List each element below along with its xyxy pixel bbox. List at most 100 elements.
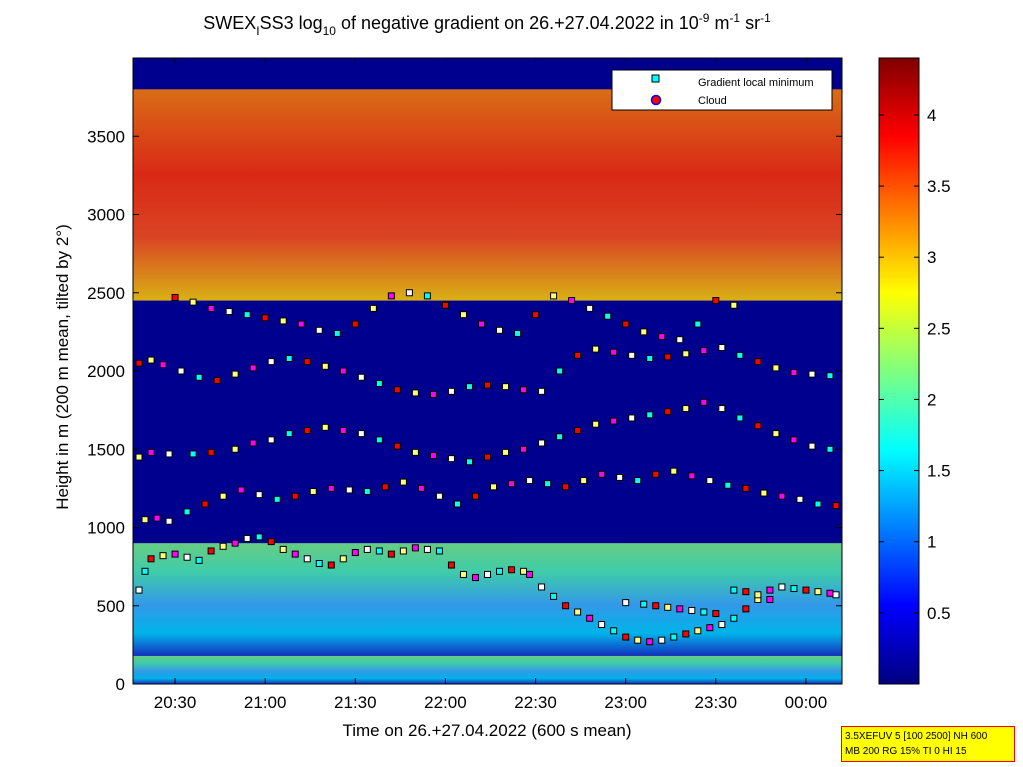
colorbar-tick-label: 3.5 <box>927 177 951 196</box>
gradient-minimum-point <box>664 603 672 611</box>
gradient-minimum-point <box>508 480 516 488</box>
gradient-minimum-point <box>435 492 443 500</box>
gradient-minimum-point <box>700 347 708 355</box>
gradient-minimum-point <box>465 383 473 391</box>
gradient-minimum-point <box>381 483 389 491</box>
gradient-minimum-point <box>471 492 479 500</box>
gradient-minimum-point <box>826 445 834 453</box>
gradient-minimum-point <box>484 453 491 461</box>
heatmap-layers <box>133 89 842 684</box>
info-stamp: 3.5XEFUV 5 [100 2500] NH 600 MB 200 RG 1… <box>841 726 1015 762</box>
gradient-minimum-point <box>147 356 155 364</box>
heatmap-band <box>133 89 842 301</box>
gradient-minimum-point <box>255 533 263 541</box>
gradient-minimum-point <box>357 373 365 381</box>
colorbar-tick-label: 2 <box>927 390 936 409</box>
gradient-minimum-point <box>742 484 750 492</box>
gradient-minimum-point <box>610 348 618 356</box>
gradient-minimum-point <box>640 328 648 336</box>
colorbar-tick-label: 1 <box>927 533 936 552</box>
gradient-minimum-point <box>826 372 834 380</box>
gradient-minimum-point <box>730 614 738 622</box>
gradient-minimum-point <box>718 405 726 413</box>
gradient-minimum-point <box>195 556 203 564</box>
colorbar-tick-label: 0.5 <box>927 604 951 623</box>
gradient-minimum-point <box>556 367 564 375</box>
gradient-minimum-point <box>141 516 149 524</box>
gradient-minimum-point <box>315 559 323 567</box>
gradient-minimum-point <box>363 488 371 496</box>
gradient-minimum-point <box>616 473 624 481</box>
gradient-minimum-point <box>423 545 431 553</box>
y-tick-label: 0 <box>116 675 125 694</box>
gradient-minimum-point <box>520 445 528 453</box>
gradient-minimum-point <box>429 452 437 460</box>
y-axis-label: Height in m (200 m mean, tilted by 2°) <box>53 224 72 510</box>
gradient-minimum-point <box>393 442 401 450</box>
gradient-minimum-point <box>736 414 744 422</box>
gradient-minimum-point <box>285 430 293 438</box>
gradient-minimum-point <box>273 495 281 503</box>
gradient-minimum-point <box>387 550 395 558</box>
gradient-minimum-point <box>496 567 504 575</box>
gradient-minimum-point <box>429 390 437 398</box>
gradient-minimum-point <box>327 561 335 569</box>
gradient-minimum-point <box>147 555 155 563</box>
gradient-minimum-point <box>766 586 774 594</box>
gradient-minimum-point <box>291 492 299 500</box>
x-tick-label: 22:30 <box>514 693 557 712</box>
gradient-minimum-point <box>532 311 540 319</box>
gradient-minimum-point <box>249 439 257 447</box>
gradient-minimum-point <box>766 595 774 603</box>
gradient-minimum-point <box>814 500 822 508</box>
gradient-minimum-point <box>327 484 335 492</box>
gradient-minimum-point <box>556 433 564 441</box>
gradient-minimum-point <box>315 326 323 334</box>
gradient-minimum-point <box>688 472 696 480</box>
gradient-minimum-point <box>586 304 594 312</box>
gradient-minimum-point <box>369 304 377 312</box>
gradient-minimum-point <box>411 448 419 456</box>
gradient-minimum-point <box>195 373 203 381</box>
gradient-minimum-point <box>742 605 750 613</box>
gradient-minimum-point <box>201 500 209 508</box>
gradient-minimum-point <box>586 614 594 622</box>
gradient-minimum-point <box>183 508 191 516</box>
gradient-minimum-point <box>351 549 359 557</box>
x-tick-label: 00:00 <box>785 693 828 712</box>
plot-area <box>133 58 842 684</box>
gradient-minimum-point <box>736 351 744 359</box>
gradient-minimum-point <box>231 445 239 453</box>
colorbar-tick-label: 4 <box>927 106 936 125</box>
gradient-minimum-point <box>694 320 702 328</box>
gradient-minimum-point <box>604 312 612 320</box>
gradient-minimum-point <box>670 633 678 641</box>
gradient-minimum-point <box>135 586 143 594</box>
gradient-minimum-point <box>447 387 455 395</box>
gradient-minimum-point <box>147 448 155 456</box>
gradient-minimum-point <box>219 492 227 500</box>
gradient-minimum-point <box>622 633 630 641</box>
gradient-minimum-point <box>646 411 654 419</box>
y-axis: 0 500 1000 1500 2000 2500 3000 3500 <box>87 127 842 694</box>
legend: Gradient local minimum Cloud <box>611 69 833 111</box>
colorbar-gradient <box>878 57 920 685</box>
gradient-minimum-point <box>375 436 383 444</box>
gradient-minimum-point <box>231 370 239 378</box>
gradient-minimum-point <box>676 605 684 613</box>
colorbar-tick-label: 2.5 <box>927 319 951 338</box>
gradient-minimum-point <box>153 514 161 522</box>
legend-marker-circle <box>650 94 662 106</box>
heatmap-band <box>133 655 842 684</box>
gradient-minimum-point <box>339 426 347 434</box>
gradient-minimum-point <box>465 458 473 466</box>
gradient-minimum-point <box>712 610 720 618</box>
gradient-minimum-point <box>706 624 714 632</box>
gradient-minimum-point <box>393 386 401 394</box>
x-tick-label: 21:30 <box>334 693 377 712</box>
x-tick-label: 20:30 <box>154 693 197 712</box>
gradient-minimum-point <box>598 470 606 478</box>
gradient-minimum-point <box>502 383 510 391</box>
gradient-minimum-point <box>802 586 810 594</box>
chart-title: SWEXISS3 log10 of negative gradient on 2… <box>203 11 771 38</box>
